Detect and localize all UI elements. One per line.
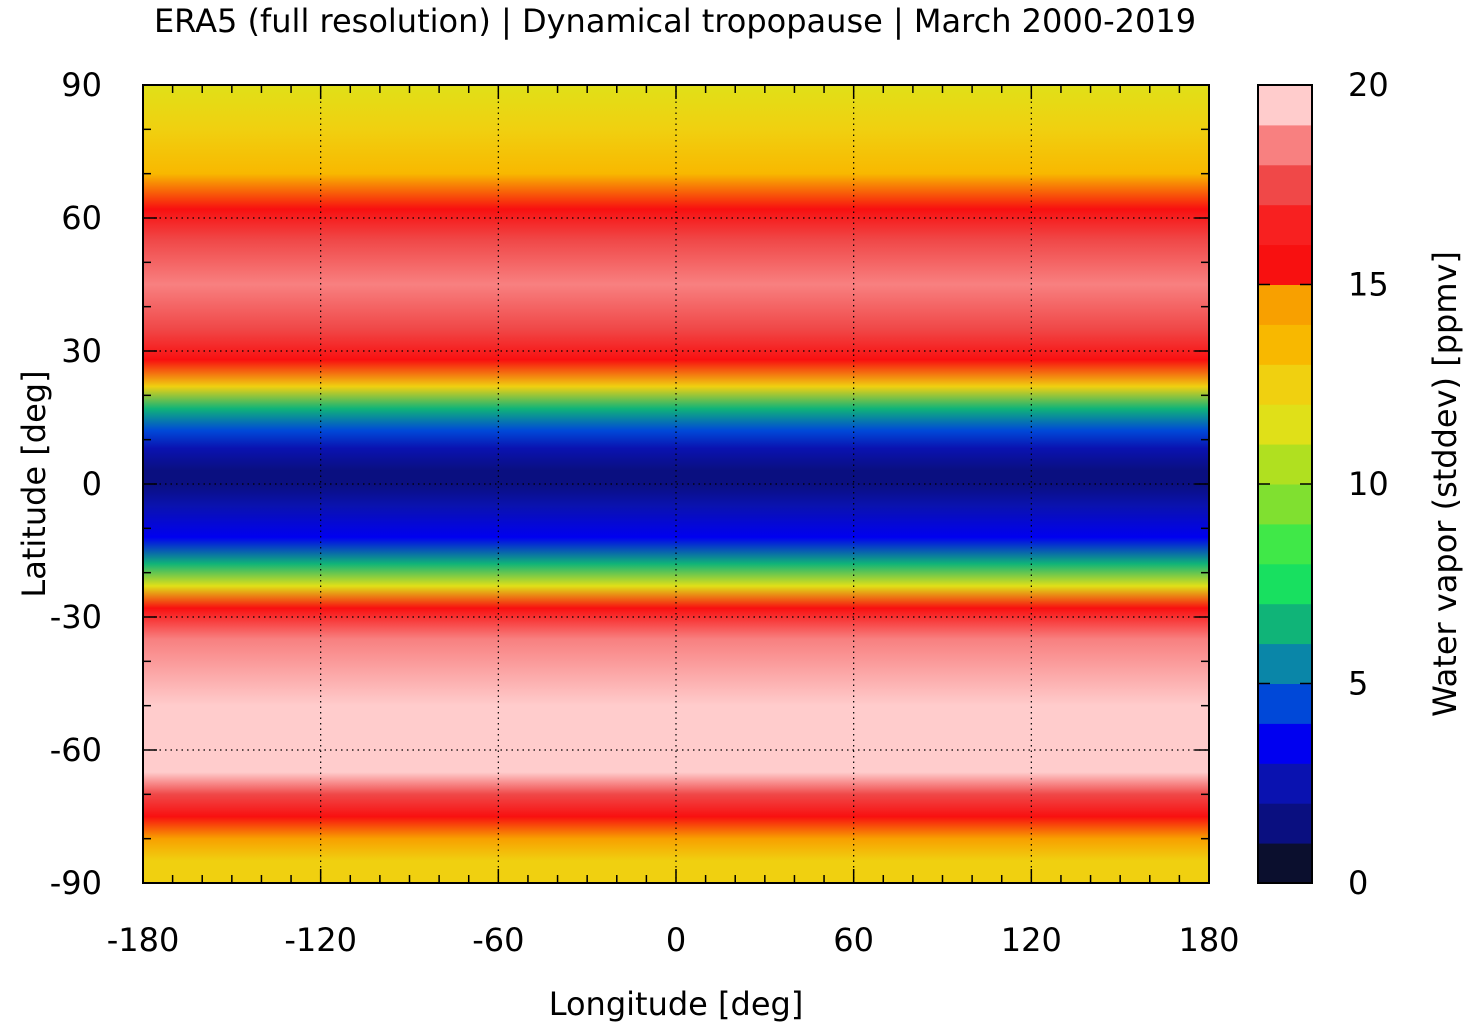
x-tick-label: 180 — [1178, 921, 1239, 959]
colorbar-tick-label: 5 — [1348, 665, 1368, 703]
x-tick-label: -120 — [284, 921, 357, 959]
colorbar-band — [1258, 124, 1312, 166]
colorbar-tick-labels: 0 5 10 15 20 — [1348, 66, 1389, 902]
x-axis-label: Longitude [deg] — [549, 985, 804, 1023]
colorbar-band — [1258, 324, 1312, 365]
colorbar-label: Water vapor (stddev) [ppmv] — [1426, 251, 1464, 717]
x-tick-labels: -180 -120 -60 0 60 120 180 — [107, 921, 1240, 959]
x-tick-label: 60 — [833, 921, 874, 959]
y-tick-label: 30 — [61, 332, 102, 370]
x-tick-label: -180 — [107, 921, 180, 959]
colorbar-band — [1258, 843, 1312, 884]
colorbar-band — [1258, 523, 1312, 565]
minor-ticks — [142, 84, 1210, 884]
y-tick-labels: 90 60 30 0 -30 -60 -90 — [50, 66, 102, 902]
colorbar-bands — [1258, 85, 1312, 884]
colorbar: 0 5 10 15 20 Water vapor (stddev) [ppmv] — [1257, 66, 1464, 902]
chart-title: ERA5 (full resolution) | Dynamical tropo… — [154, 2, 1196, 40]
colorbar-tick-label: 10 — [1348, 465, 1389, 503]
colorbar-band — [1258, 643, 1312, 684]
colorbar-band — [1258, 563, 1312, 605]
colorbar-tick-label: 15 — [1348, 266, 1389, 304]
colorbar-band — [1258, 763, 1312, 804]
colorbar-band — [1258, 284, 1312, 325]
y-tick-label: -30 — [50, 598, 102, 636]
y-axis-label: Latitude [deg] — [15, 370, 53, 597]
x-tick-label: 0 — [666, 921, 686, 959]
y-tick-label: 90 — [61, 66, 102, 104]
colorbar-band — [1258, 244, 1312, 285]
colorbar-tick-label: 0 — [1348, 864, 1368, 902]
colorbar-band — [1258, 803, 1312, 844]
y-tick-label: -90 — [50, 864, 102, 902]
colorbar-band — [1258, 404, 1312, 445]
colorbar-band — [1258, 364, 1312, 405]
x-tick-label: -60 — [472, 921, 524, 959]
colorbar-band — [1258, 603, 1312, 645]
colorbar-band — [1258, 204, 1312, 246]
colorbar-tick-label: 20 — [1348, 66, 1389, 104]
colorbar-band — [1258, 164, 1312, 206]
colorbar-band — [1258, 484, 1312, 525]
gridlines — [143, 85, 1209, 883]
y-tick-label: -60 — [50, 731, 102, 769]
colorbar-band — [1258, 683, 1312, 724]
y-tick-label: 60 — [61, 199, 102, 237]
colorbar-band — [1258, 85, 1312, 126]
colorbar-band — [1258, 444, 1312, 485]
plot-area — [142, 84, 1210, 884]
colorbar-band — [1258, 723, 1312, 764]
y-tick-label: 0 — [82, 465, 102, 503]
x-tick-label: 120 — [1001, 921, 1062, 959]
colorbar-ticks — [1258, 84, 1312, 884]
